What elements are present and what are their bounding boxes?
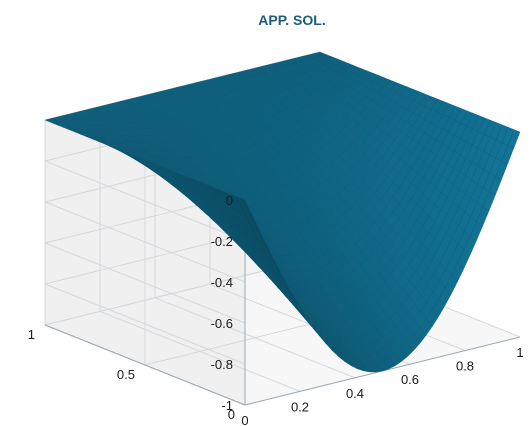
- x-tick-label: 0.8: [456, 359, 474, 374]
- z-tick-label: -0.2: [211, 234, 233, 249]
- z-tick-label: -0.6: [211, 316, 233, 331]
- left-gridline-z: [44, 242, 246, 324]
- y-axis-line: [44, 324, 246, 406]
- surface-patch: [507, 129, 521, 149]
- z-tick-label: -0.4: [211, 275, 233, 290]
- x-tick-label: 1: [516, 345, 523, 360]
- y-tick-label: 0: [228, 407, 235, 422]
- chart-title: APP. SOL.: [258, 12, 325, 28]
- x-tick-label: 0.6: [401, 372, 419, 387]
- z-tick-label: -1: [221, 398, 233, 413]
- x-tick-label: 0.4: [346, 386, 364, 401]
- z-tick-label: -0.8: [211, 357, 233, 372]
- left-gridline-z: [44, 283, 246, 365]
- surface-mesh: [44, 51, 521, 373]
- y-tick-label: 1: [28, 327, 35, 342]
- x-tick-label: 0: [241, 413, 248, 426]
- left-gridline-z: [44, 160, 246, 242]
- y-tick-label: 0.5: [117, 367, 135, 382]
- left-gridline-z: [44, 201, 246, 283]
- x-tick-label: 0.2: [291, 399, 309, 414]
- z-tick-label: 0: [226, 193, 233, 208]
